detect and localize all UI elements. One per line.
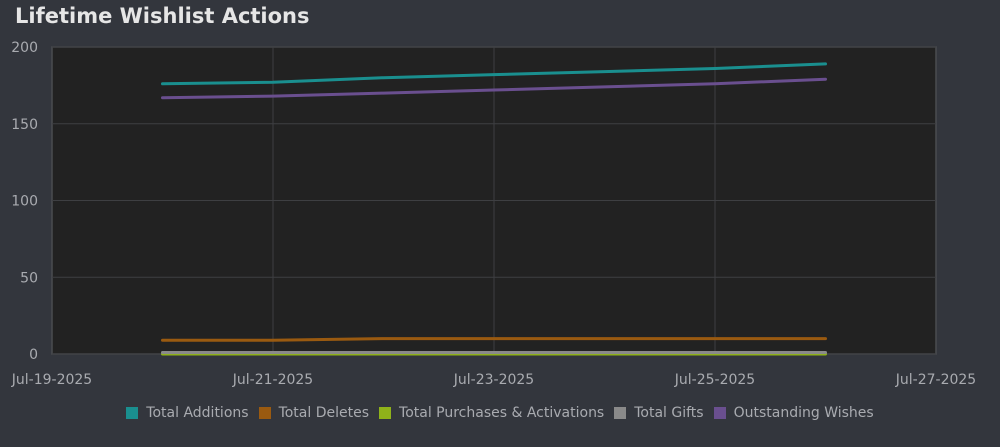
x-tick-label: Jul-19-2025 — [11, 372, 92, 388]
legend-label: Total Purchases & Activations — [399, 405, 605, 421]
y-tick-label: 100 — [11, 194, 38, 210]
legend-item[interactable]: Total Deletes — [258, 405, 370, 421]
legend-label: Total Additions — [146, 405, 249, 421]
series-line-total-additions — [161, 62, 827, 86]
legend-item[interactable]: Total Gifts — [614, 405, 704, 421]
series-line-outstanding-wishes — [161, 77, 827, 100]
y-tick-label: 50 — [20, 270, 38, 286]
legend-item[interactable]: Outstanding Wishes — [713, 405, 874, 421]
y-tick-label: 150 — [11, 117, 38, 133]
chart-title: Lifetime Wishlist Actions — [15, 4, 310, 28]
series-line-total-deletes — [161, 337, 827, 342]
legend-item[interactable]: Total Additions — [126, 405, 249, 421]
legend-item[interactable]: Total Purchases & Activations — [379, 405, 604, 421]
y-tick-label: 0 — [29, 347, 38, 363]
y-tick-label: 200 — [11, 40, 38, 56]
legend-label: Total Gifts — [634, 405, 704, 421]
legend-label: Total Deletes — [278, 405, 370, 421]
legend-swatch — [258, 407, 271, 419]
legend-swatch — [713, 407, 726, 419]
x-tick-label: Jul-23-2025 — [453, 372, 534, 388]
legend-label: Outstanding Wishes — [733, 405, 874, 421]
x-tick-label: Jul-25-2025 — [674, 372, 755, 388]
x-tick-label: Jul-27-2025 — [895, 372, 976, 388]
legend-swatch — [379, 407, 392, 419]
x-tick-label: Jul-21-2025 — [232, 372, 313, 388]
legend-swatch — [126, 407, 139, 419]
chart-legend: Total Additions Total Deletes Total Purcha… — [0, 405, 1000, 421]
legend-swatch — [614, 407, 627, 419]
